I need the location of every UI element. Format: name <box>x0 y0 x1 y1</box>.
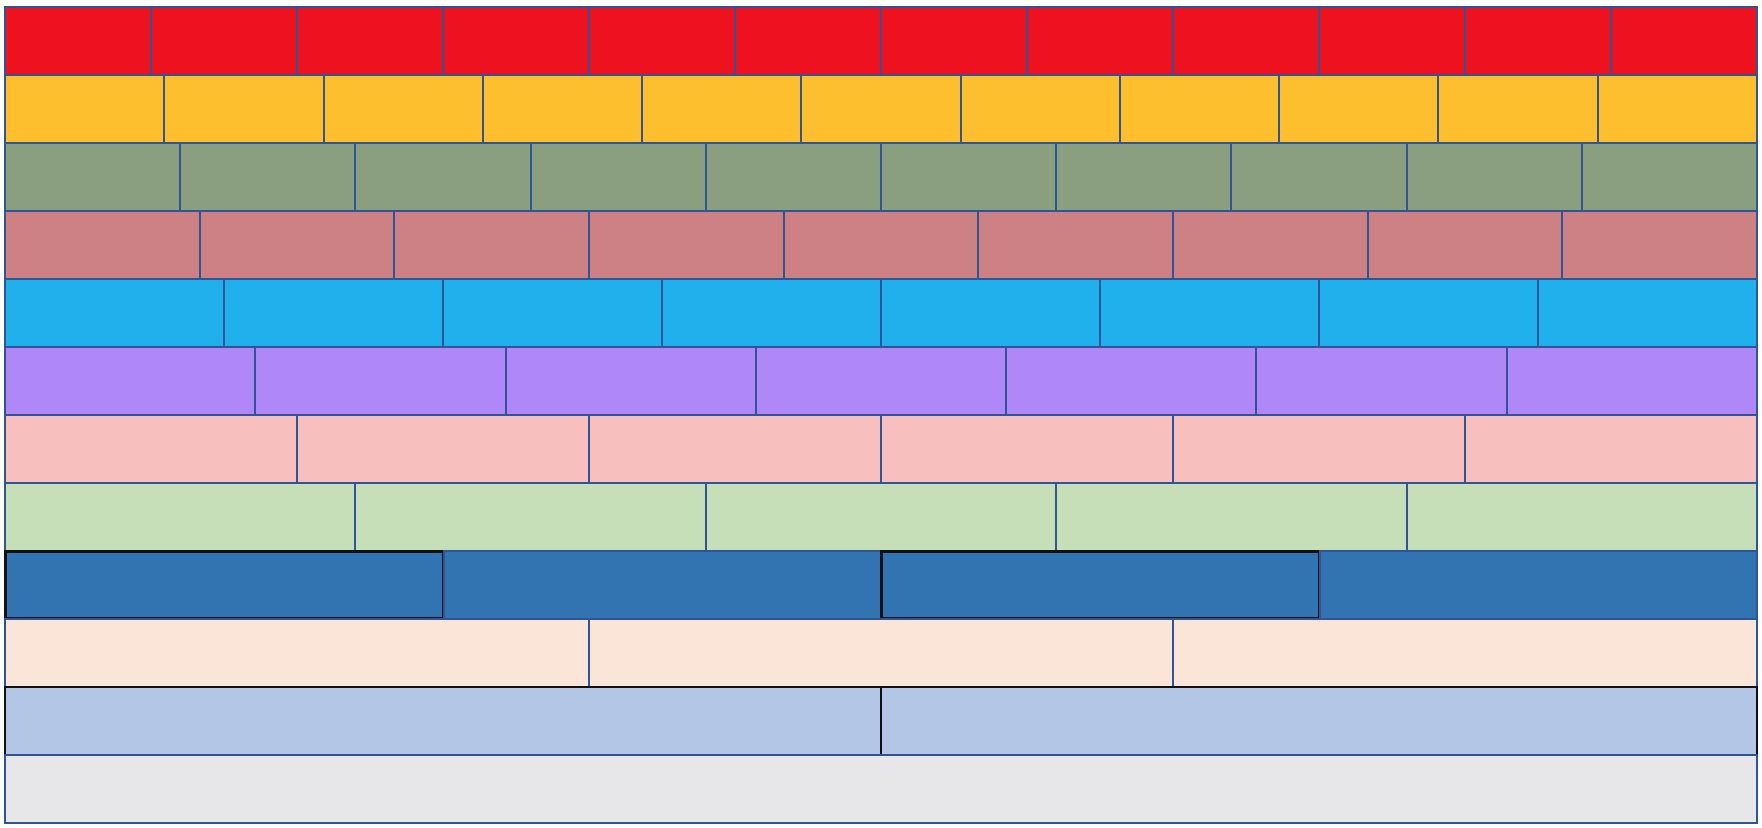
fraction-block-1-of-8 <box>1318 278 1539 348</box>
fraction-block-1-of-8 <box>442 278 663 348</box>
wall-row-5-parts <box>4 482 1759 552</box>
fraction-block-1-of-8 <box>880 278 1101 348</box>
fraction-block-1-of-6 <box>1172 414 1466 484</box>
fraction-block-1-of-8 <box>223 278 444 348</box>
fraction-block-1-of-12 <box>734 6 882 76</box>
fraction-block-1-of-7 <box>4 346 257 416</box>
fraction-block-1-of-2 <box>4 686 882 756</box>
wall-row-2-parts <box>4 686 1758 756</box>
fraction-block-1-of-1 <box>4 754 1758 824</box>
fraction-block-1-of-7 <box>1505 346 1758 416</box>
fraction-block-1-of-12 <box>1464 6 1612 76</box>
wall-row-3-parts <box>4 618 1758 688</box>
fraction-block-1-of-8 <box>661 278 882 348</box>
fraction-block-1-of-5 <box>4 482 357 552</box>
fraction-block-1-of-3 <box>1172 618 1758 688</box>
fraction-block-1-of-3 <box>588 618 1174 688</box>
fraction-block-1-of-10 <box>4 142 182 212</box>
fraction-block-1-of-5 <box>1055 482 1408 552</box>
wall-row-11-parts <box>4 74 1758 144</box>
fraction-block-1-of-6 <box>296 414 590 484</box>
fraction-block-1-of-9 <box>393 210 591 280</box>
fraction-block-1-of-12 <box>1026 6 1174 76</box>
fraction-block-1-of-10 <box>1580 142 1759 212</box>
fraction-block-1-of-6 <box>880 414 1174 484</box>
fraction-block-1-of-10 <box>880 142 1058 212</box>
fraction-block-1-of-11 <box>1437 74 1599 144</box>
fraction-block-1-of-10 <box>1055 142 1233 212</box>
wall-row-1-parts <box>4 754 1758 824</box>
fraction-block-1-of-10 <box>354 142 532 212</box>
wall-row-7-parts <box>4 346 1758 416</box>
fraction-block-1-of-4 <box>1319 550 1758 620</box>
fraction-block-1-of-10 <box>529 142 707 212</box>
fraction-block-1-of-5 <box>704 482 1058 552</box>
fraction-block-1-of-12 <box>442 6 590 76</box>
fraction-block-1-of-12 <box>1318 6 1466 76</box>
fraction-block-1-of-12 <box>880 6 1028 76</box>
fraction-block-1-of-9 <box>198 210 396 280</box>
fraction-block-1-of-9 <box>4 210 201 280</box>
fraction-block-1-of-9 <box>782 210 980 280</box>
fraction-block-1-of-4 <box>4 550 445 620</box>
fraction-block-1-of-11 <box>1278 74 1440 144</box>
fraction-block-1-of-7 <box>1005 346 1258 416</box>
fraction-block-1-of-5 <box>1405 482 1759 552</box>
fraction-block-1-of-11 <box>800 74 962 144</box>
fraction-block-1-of-9 <box>1172 210 1369 280</box>
wall-row-8-parts <box>4 278 1758 348</box>
fraction-block-1-of-12 <box>150 6 298 76</box>
fraction-block-1-of-11 <box>4 74 166 144</box>
fraction-block-1-of-10 <box>1405 142 1583 212</box>
fraction-wall <box>4 6 1759 824</box>
fraction-block-1-of-4 <box>880 550 1321 620</box>
fraction-block-1-of-11 <box>959 74 1121 144</box>
wall-row-4-parts <box>4 550 1758 620</box>
fraction-block-1-of-6 <box>588 414 882 484</box>
fraction-block-1-of-10 <box>704 142 883 212</box>
fraction-block-1-of-10 <box>1230 142 1408 212</box>
fraction-block-1-of-8 <box>1537 278 1758 348</box>
fraction-block-1-of-11 <box>163 74 325 144</box>
fraction-block-1-of-8 <box>4 278 225 348</box>
wall-row-10-parts <box>4 142 1759 212</box>
fraction-block-1-of-11 <box>1596 74 1758 144</box>
fraction-block-1-of-11 <box>481 74 644 144</box>
fraction-block-1-of-11 <box>322 74 484 144</box>
fraction-block-1-of-2 <box>880 686 1758 756</box>
fraction-block-1-of-5 <box>354 482 707 552</box>
wall-row-9-parts <box>4 210 1759 280</box>
fraction-block-1-of-8 <box>1099 278 1320 348</box>
fraction-block-1-of-9 <box>977 210 1175 280</box>
fraction-block-1-of-12 <box>1610 6 1758 76</box>
fraction-block-1-of-12 <box>4 6 152 76</box>
fraction-block-1-of-12 <box>588 6 736 76</box>
fraction-block-1-of-4 <box>443 550 882 620</box>
fraction-block-1-of-7 <box>504 346 757 416</box>
fraction-block-1-of-7 <box>254 346 507 416</box>
fraction-block-1-of-9 <box>1561 210 1759 280</box>
fraction-block-1-of-6 <box>4 414 298 484</box>
fraction-block-1-of-12 <box>1172 6 1320 76</box>
fraction-block-1-of-7 <box>1255 346 1508 416</box>
fraction-block-1-of-7 <box>754 346 1008 416</box>
fraction-block-1-of-6 <box>1464 414 1758 484</box>
wall-row-12-parts <box>4 6 1758 76</box>
fraction-block-1-of-9 <box>1366 210 1564 280</box>
fraction-block-1-of-10 <box>179 142 357 212</box>
fraction-block-1-of-11 <box>641 74 803 144</box>
fraction-block-1-of-11 <box>1118 74 1281 144</box>
fraction-block-1-of-9 <box>588 210 785 280</box>
wall-row-6-parts <box>4 414 1758 484</box>
fraction-block-1-of-3 <box>4 618 590 688</box>
fraction-block-1-of-12 <box>296 6 444 76</box>
